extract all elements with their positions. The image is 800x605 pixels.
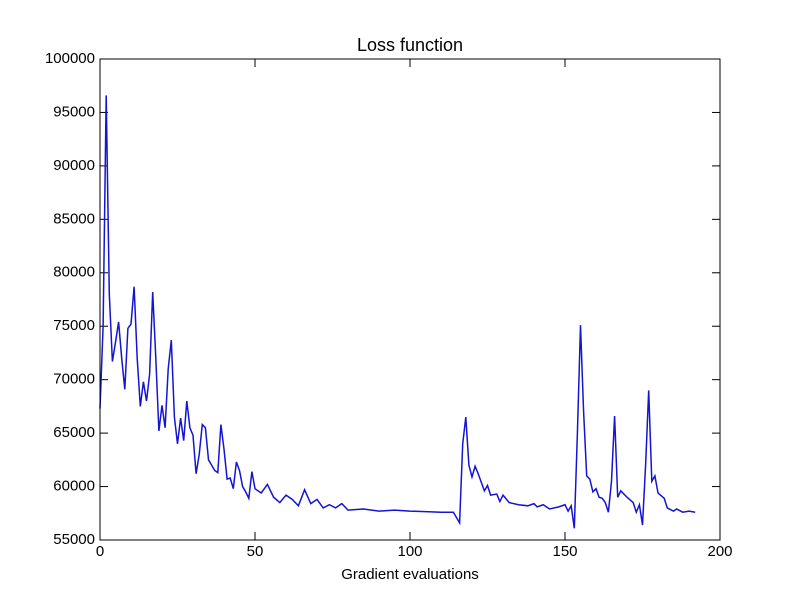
x-tick-label: 200 [707,543,732,560]
plot-frame [99,58,721,541]
y-tick-label: 100000 [45,50,95,67]
line [99,95,696,529]
y-tick-label: 80000 [53,264,95,281]
y-tick-label: 65000 [53,424,95,441]
y-tick-label: 95000 [53,103,95,120]
y-tick-label: 55000 [53,531,95,548]
y-tick-label: 85000 [53,210,95,227]
x-tick-label: 0 [96,543,104,560]
x-tick-label: 50 [247,543,264,560]
x-tick-label: 150 [552,543,577,560]
y-tick-label: 60000 [53,478,95,495]
x-tick-label: 100 [397,543,422,560]
y-tick-label: 75000 [53,317,95,334]
x-axis-label: Gradient evaluations [341,566,479,583]
chart-title: Loss function [357,35,463,55]
y-tick-label: 90000 [53,157,95,174]
y-tick-label: 70000 [53,371,95,388]
